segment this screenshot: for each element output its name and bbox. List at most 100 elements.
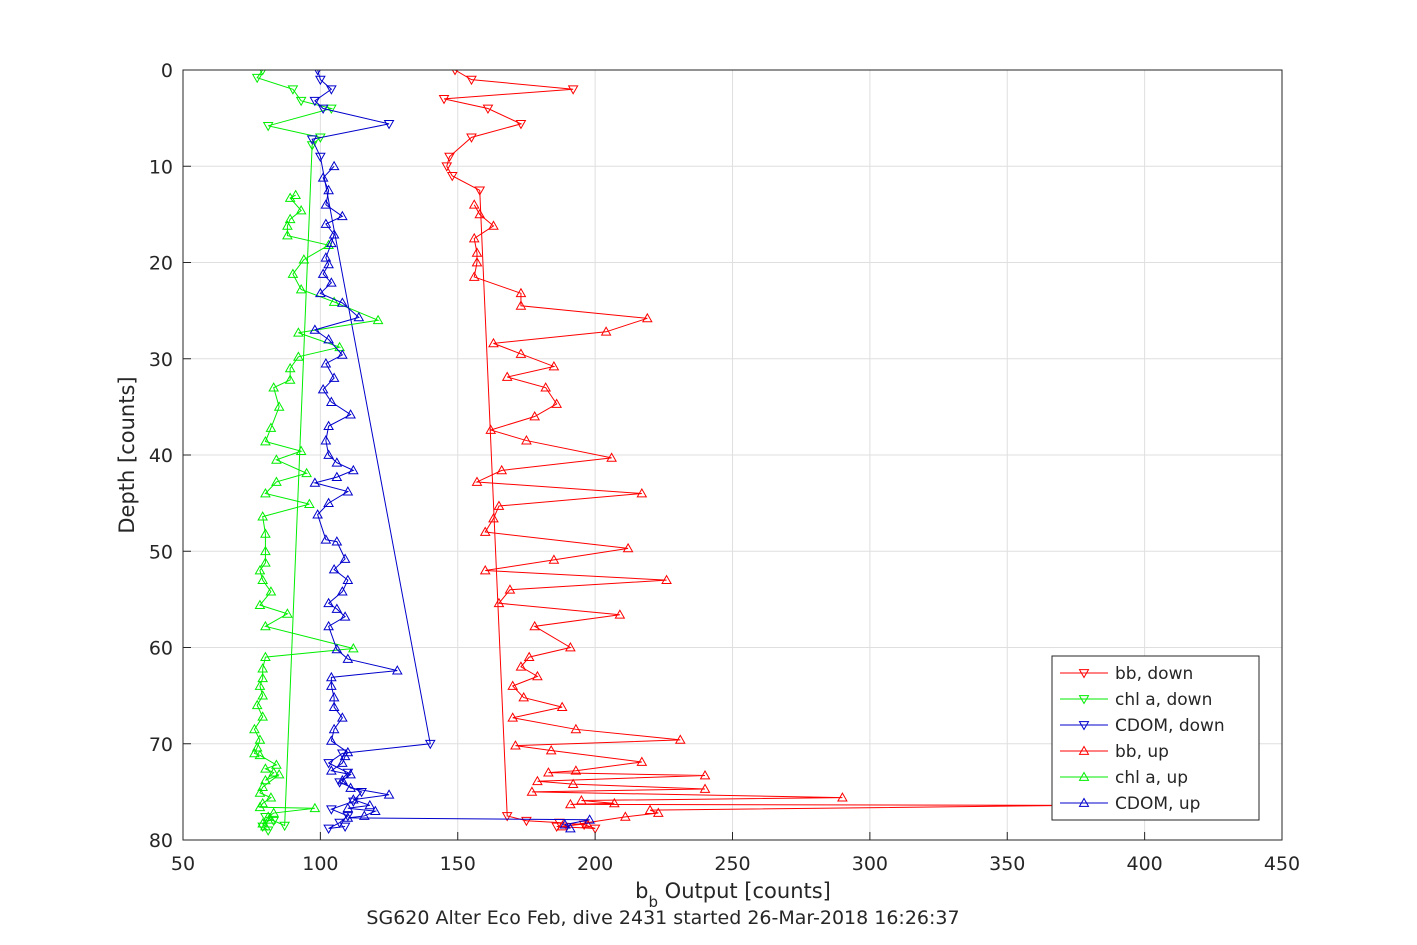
data-point-chl-a-up <box>290 189 302 199</box>
data-point-bb-up <box>565 798 576 809</box>
data-point-cdom-up <box>336 586 348 596</box>
data-point-bb-up <box>661 574 672 584</box>
data-point-bb-up <box>606 452 617 462</box>
legend-label: chl a, down <box>1115 690 1212 710</box>
data-point-bb-up <box>576 795 587 805</box>
data-point-cdom-up <box>309 477 321 487</box>
data-point-chl-a-up <box>284 192 296 202</box>
data-point-bb-up <box>608 797 620 808</box>
data-point-bb-down <box>444 152 455 163</box>
data-point-cdom-up <box>323 597 334 608</box>
data-point-bb-down <box>466 133 477 143</box>
data-point-cdom-up <box>342 812 354 822</box>
data-point-cdom-up <box>342 574 354 584</box>
data-point-chl-a-up <box>254 680 266 690</box>
data-point-chl-a-up <box>284 374 296 384</box>
data-point-bb-up <box>565 641 576 652</box>
y-tick-label: 50 <box>149 541 173 563</box>
data-point-bb-down <box>451 70 459 76</box>
data-point-bb-up <box>468 199 480 209</box>
legend-marker <box>1078 745 1090 755</box>
data-point-chl-a-up <box>265 586 277 596</box>
data-point-bb-up <box>837 792 848 802</box>
series-line-bb-up <box>473 204 1076 828</box>
data-point-chl-a-up <box>251 742 263 752</box>
data-point-chl-a-up <box>301 467 312 478</box>
data-point-bb-up <box>644 804 656 815</box>
data-point-chl-a-up <box>257 672 269 683</box>
data-point-bb-up <box>515 661 527 671</box>
data-point-cdom-down <box>326 85 337 95</box>
data-point-chl-a-up <box>254 599 266 610</box>
data-point-bb-down <box>474 186 486 196</box>
data-point-cdom-up <box>339 553 351 563</box>
y-axis-label: Depth [counts] <box>115 376 139 533</box>
data-point-chl-a-up <box>265 422 277 432</box>
data-point-chl-a-up <box>295 283 307 294</box>
data-point-bb-up <box>540 382 552 392</box>
data-point-cdom-up <box>323 420 334 430</box>
y-tick-label: 0 <box>161 60 173 82</box>
data-point-chl-a-up <box>295 445 307 456</box>
data-point-bb-up <box>551 398 563 408</box>
data-point-cdom-up <box>328 701 340 712</box>
legend-marker <box>1078 771 1090 781</box>
data-point-cdom-up <box>336 712 348 722</box>
data-point-chl-a-up <box>249 747 260 758</box>
data-point-chl-a-down <box>268 816 280 827</box>
chart-caption: SG620 Alter Eco Feb, dive 2431 started 2… <box>366 907 959 929</box>
series-cdom-down <box>306 70 436 834</box>
data-point-cdom-up <box>317 172 329 182</box>
data-point-bb-down <box>482 104 494 115</box>
data-point-cdom-up <box>364 799 376 810</box>
data-point-cdom-up <box>326 735 337 745</box>
data-point-chl-a-up <box>260 821 271 831</box>
data-point-bb-up <box>507 680 519 690</box>
series-layer <box>249 70 1082 836</box>
data-point-chl-a-up <box>309 802 321 813</box>
data-point-bb-up <box>523 651 535 661</box>
data-point-cdom-down <box>315 75 326 86</box>
data-point-bb-down <box>567 85 579 95</box>
data-point-bb-up <box>529 410 541 421</box>
data-point-bb-up <box>600 326 612 336</box>
legend-label: chl a, up <box>1115 768 1188 788</box>
data-point-cdom-down <box>424 739 436 750</box>
data-point-cdom-up <box>383 789 395 799</box>
data-point-chl-a-up <box>254 749 266 760</box>
data-point-chl-a-up <box>273 769 285 779</box>
data-point-cdom-up <box>326 680 337 690</box>
data-point-chl-a-up <box>287 268 299 278</box>
legend-label: bb, down <box>1115 664 1193 684</box>
data-point-chl-a-up <box>268 767 280 777</box>
data-point-cdom-up <box>323 497 334 507</box>
data-point-chl-a-up <box>273 401 285 411</box>
data-point-cdom-up <box>326 277 337 287</box>
data-point-bb-down <box>466 75 477 86</box>
data-point-bb-up <box>567 778 579 789</box>
data-point-chl-a-up <box>268 382 280 392</box>
data-point-chl-a-up <box>257 511 269 521</box>
x-tick-label: 150 <box>440 853 476 875</box>
data-point-chl-a-up <box>260 620 271 631</box>
data-point-chl-a-up <box>260 557 271 567</box>
data-point-cdom-up <box>331 536 343 546</box>
data-point-cdom-up <box>565 822 576 833</box>
data-point-chl-a-up <box>257 781 269 791</box>
data-point-bb-up <box>556 821 568 831</box>
data-point-bb-up <box>518 692 530 702</box>
data-point-bb-down <box>515 120 527 130</box>
y-tick-label: 80 <box>149 830 173 852</box>
data-point-bb-up <box>493 500 505 510</box>
data-point-chl-a-down <box>251 73 263 84</box>
data-point-chl-a-up <box>260 545 271 556</box>
legend-label: CDOM, up <box>1115 794 1200 814</box>
data-point-bb-up <box>548 554 560 564</box>
data-point-bb-up <box>532 670 543 681</box>
data-point-cdom-down <box>306 135 318 145</box>
data-point-chl-a-up <box>347 642 359 653</box>
data-point-cdom-up <box>331 471 343 482</box>
data-point-chl-a-up <box>298 254 310 264</box>
data-point-cdom-down <box>347 797 359 808</box>
